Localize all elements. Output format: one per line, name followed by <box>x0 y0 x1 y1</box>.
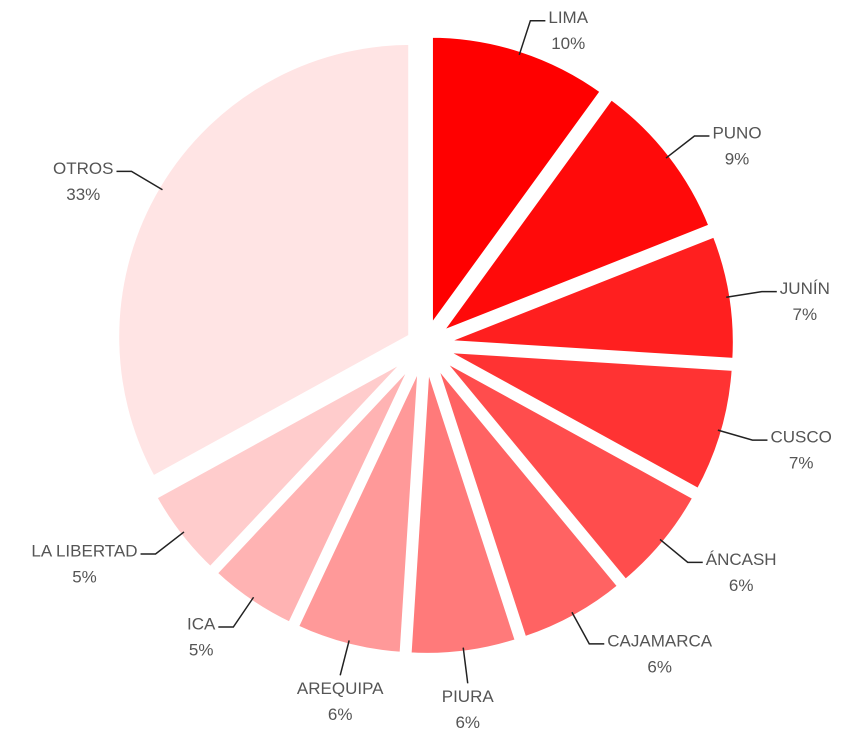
slice-value-label: 6% <box>729 576 754 595</box>
leader-line <box>726 290 777 299</box>
leader-line <box>140 531 185 555</box>
slice-value-label: 6% <box>455 713 480 732</box>
slice-label: AREQUIPA <box>297 679 384 698</box>
slice-value-label: 6% <box>328 705 353 724</box>
leader-line <box>116 170 163 191</box>
slice-label: OTROS <box>53 159 113 178</box>
slice-value-label: 9% <box>725 149 750 168</box>
slice-value-label: 33% <box>66 185 100 204</box>
slice-value-label: 5% <box>72 567 97 586</box>
slice-label: JUNÍN <box>780 279 830 298</box>
slice-value-label: 6% <box>647 657 672 676</box>
leader-line <box>339 640 350 676</box>
slice-value-label: 10% <box>551 34 585 53</box>
slice-value-label: 5% <box>189 641 214 660</box>
leader-line <box>717 429 768 441</box>
slice-value-label: 7% <box>789 454 814 473</box>
slice-label: ÁNCASH <box>706 550 777 569</box>
slice-label: LA LIBERTAD <box>31 541 137 560</box>
slice-label: CAJAMARCA <box>607 631 713 650</box>
leader-line <box>218 596 255 628</box>
leader-line <box>571 611 605 645</box>
leader-line <box>665 135 710 159</box>
slice-value-label: 7% <box>793 305 818 324</box>
leader-line <box>462 647 469 684</box>
slice-label: LIMA <box>548 8 588 27</box>
slice-label: PIURA <box>442 687 495 706</box>
slice-label: PUNO <box>712 123 761 142</box>
slice-label: CUSCO <box>770 428 831 447</box>
leader-line <box>659 538 703 564</box>
slice-label: ICA <box>187 615 216 634</box>
leader-line <box>518 19 546 56</box>
